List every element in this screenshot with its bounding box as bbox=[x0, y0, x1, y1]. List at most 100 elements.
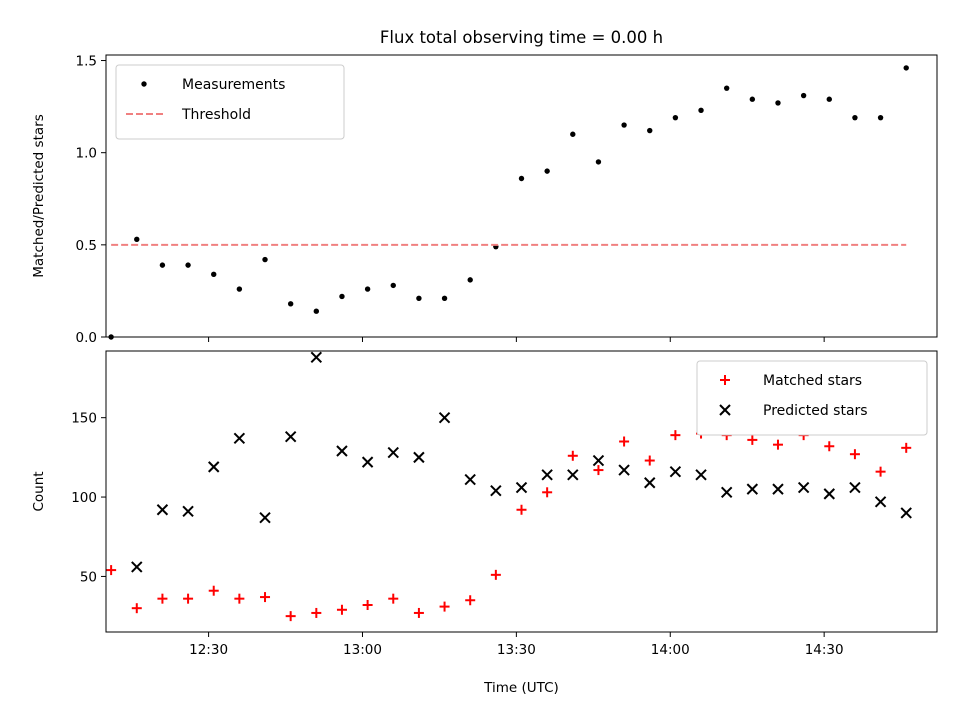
measurement-point bbox=[185, 262, 191, 268]
measurement-point bbox=[544, 168, 550, 174]
count-axes-frame bbox=[105, 350, 938, 633]
y-axis-label: Count bbox=[31, 471, 47, 511]
legend-marker-dot bbox=[141, 81, 147, 87]
matched-stars-point bbox=[106, 565, 117, 576]
count-plot-area: 50 100 150 12:30 13:00 13:30 14:00 14:30 bbox=[71, 351, 912, 658]
predicted-stars-point bbox=[515, 481, 528, 494]
predicted-stars-point bbox=[464, 473, 476, 486]
measurement-point bbox=[698, 107, 704, 113]
x-axis-label: Time (UTC) bbox=[483, 680, 559, 696]
measurement-point bbox=[595, 159, 602, 165]
predicted-stars-point bbox=[772, 483, 784, 495]
predicted-stars-point bbox=[849, 481, 861, 494]
measurement-point bbox=[287, 301, 294, 307]
measurement-point bbox=[236, 286, 243, 292]
predicted-stars-point bbox=[387, 446, 399, 459]
matched-stars-point bbox=[542, 487, 553, 498]
measurement-point bbox=[775, 100, 781, 106]
y-tick-label: 0.0 bbox=[76, 330, 97, 346]
measurement-point bbox=[262, 256, 268, 263]
measurement-point bbox=[211, 271, 217, 278]
matched-stars-point bbox=[413, 607, 424, 618]
x-tick-label: 12:30 bbox=[189, 642, 228, 658]
matched-stars-point bbox=[567, 450, 578, 461]
legend-box bbox=[696, 360, 928, 436]
matched-stars-point bbox=[619, 436, 630, 447]
measurement-point bbox=[826, 96, 832, 102]
matched-stars-point bbox=[336, 604, 347, 615]
legend-marker-x bbox=[719, 404, 731, 416]
count-panel: Count Time (UTC) 50 100 150 12:30 13:00 13:30… bbox=[31, 350, 938, 696]
x-tick-label: 13:00 bbox=[343, 642, 382, 658]
matched-stars-point bbox=[772, 439, 783, 450]
y-tick-label: 100 bbox=[71, 490, 97, 506]
predicted-stars-point bbox=[156, 504, 169, 516]
measurement-point bbox=[570, 131, 576, 137]
matched-stars-point bbox=[157, 593, 168, 604]
ratio-plot-area: 0.0 0.5 1.0 1.5 bbox=[76, 54, 909, 346]
measurement-point bbox=[339, 293, 345, 300]
matched-stars-point bbox=[285, 611, 296, 622]
predicted-stars-point bbox=[874, 496, 887, 508]
x-tick-label: 14:30 bbox=[805, 642, 844, 658]
predicted-stars-point bbox=[797, 481, 810, 494]
legend-label: Predicted stars bbox=[763, 403, 868, 419]
predicted-stars-point bbox=[361, 456, 374, 468]
measurement-point bbox=[416, 295, 422, 301]
matched-stars-point bbox=[234, 593, 245, 604]
predicted-stars-point bbox=[746, 483, 759, 495]
matched-stars-point bbox=[644, 455, 655, 466]
matched-stars-point bbox=[260, 592, 271, 603]
x-tick-label: 13:30 bbox=[497, 642, 536, 658]
measurement-point bbox=[723, 85, 730, 91]
x-tick-label: 14:00 bbox=[651, 642, 690, 658]
matched-stars-point bbox=[849, 449, 860, 460]
predicted-stars-point bbox=[336, 445, 348, 457]
y-tick-label: 1.5 bbox=[76, 54, 97, 70]
ratio-legend: Measurements Threshold bbox=[115, 64, 345, 140]
measurement-point bbox=[364, 286, 371, 292]
measurement-point bbox=[313, 308, 320, 314]
predicted-stars-point bbox=[233, 432, 246, 445]
measurement-point bbox=[800, 92, 807, 99]
y-tick-label: 1.0 bbox=[76, 146, 97, 162]
matched-stars-point bbox=[362, 600, 373, 611]
predicted-stars-point bbox=[541, 469, 553, 481]
predicted-stars-point bbox=[310, 351, 323, 364]
measurement-point bbox=[749, 96, 756, 102]
predicted-stars-point bbox=[823, 488, 835, 500]
matched-stars-point bbox=[465, 595, 476, 606]
count-legend: Matched stars Predicted stars bbox=[696, 360, 928, 436]
predicted-stars-point bbox=[259, 511, 271, 524]
measurement-point bbox=[903, 65, 909, 71]
predicted-stars-point bbox=[490, 484, 502, 497]
predicted-stars-point bbox=[592, 454, 605, 467]
predicted-stars-point bbox=[695, 469, 707, 481]
matched-stars-point bbox=[593, 465, 604, 476]
matched-stars-point bbox=[131, 603, 142, 614]
matched-stars-point bbox=[824, 441, 835, 452]
predicted-stars-point bbox=[720, 486, 733, 499]
predicted-stars-point bbox=[669, 465, 682, 478]
chart-title: Flux total observing time = 0.00 h bbox=[380, 28, 663, 47]
measurement-point bbox=[621, 122, 627, 128]
measurement-point bbox=[159, 262, 166, 268]
measurement-point bbox=[647, 127, 653, 134]
measurement-point bbox=[390, 282, 396, 289]
legend-label: Matched stars bbox=[763, 373, 862, 389]
matched-stars-point bbox=[388, 593, 399, 604]
predicted-stars-point bbox=[131, 561, 143, 573]
matched-stars-point bbox=[901, 442, 912, 453]
y-axis-label: Matched/Predicted stars bbox=[31, 114, 47, 277]
predicted-stars-point bbox=[284, 431, 297, 443]
ratio-panel: Flux total observing time = 0.00 h Match… bbox=[31, 28, 938, 346]
y-tick-label: 150 bbox=[71, 411, 97, 427]
matched-stars-point bbox=[208, 585, 219, 596]
predicted-stars-point bbox=[182, 505, 194, 518]
legend-marker-plus bbox=[720, 375, 730, 385]
matched-stars-point bbox=[516, 504, 527, 515]
measurement-point bbox=[877, 114, 884, 121]
matched-stars-point bbox=[311, 607, 322, 618]
predicted-stars-point bbox=[567, 469, 579, 481]
